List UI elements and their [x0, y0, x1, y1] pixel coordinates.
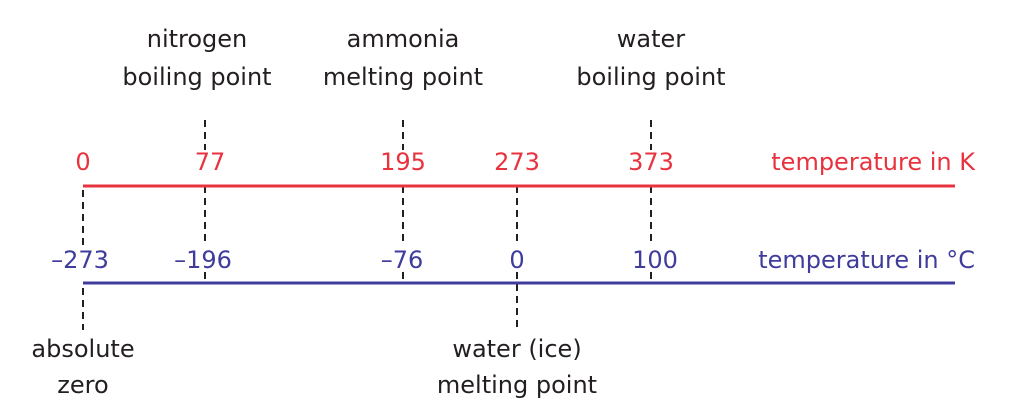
- kelvin-tick: 273: [494, 148, 540, 176]
- celsius-tick: 0: [509, 246, 524, 274]
- annotation: boiling point: [122, 63, 271, 91]
- kelvin-scale-label: temperature in K: [771, 148, 976, 176]
- annotation: melting point: [323, 63, 483, 91]
- annotation: nitrogen: [147, 25, 248, 53]
- annotation: zero: [57, 371, 108, 399]
- kelvin-tick: 195: [380, 148, 426, 176]
- annotation: boiling point: [576, 63, 725, 91]
- kelvin-tick: 77: [195, 148, 226, 176]
- celsius-tick: 100: [632, 246, 678, 274]
- celsius-tick: –76: [381, 246, 424, 274]
- guide-lines: [82, 120, 652, 330]
- kelvin-tick: 0: [75, 148, 90, 176]
- annotation: melting point: [437, 371, 597, 399]
- celsius-tick: –273: [51, 246, 109, 274]
- annotation: water: [617, 25, 686, 53]
- celsius-scale-label: temperature in °C: [758, 246, 975, 274]
- annotation: absolute: [31, 335, 134, 363]
- annotation: ammonia: [347, 25, 460, 53]
- annotation: water (ice): [452, 335, 581, 363]
- celsius-tick: –196: [174, 246, 232, 274]
- kelvin-tick: 373: [628, 148, 674, 176]
